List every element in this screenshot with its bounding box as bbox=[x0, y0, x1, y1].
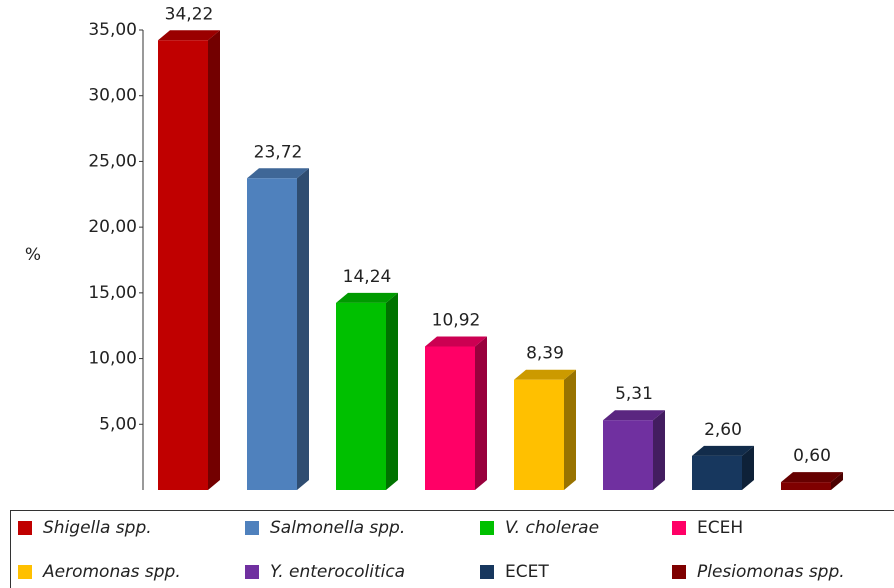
bar bbox=[247, 168, 309, 490]
bar-top bbox=[692, 445, 754, 456]
value-label: 14,24 bbox=[343, 267, 392, 287]
bar-front bbox=[336, 302, 386, 490]
bar-side bbox=[564, 369, 576, 490]
bar-side bbox=[742, 445, 754, 490]
bar-side bbox=[297, 168, 309, 490]
bar-side bbox=[831, 472, 843, 490]
bar-top bbox=[514, 369, 576, 380]
value-label: 23,72 bbox=[254, 142, 303, 162]
y-tick-label: 5,00 bbox=[99, 414, 137, 434]
bar-side bbox=[475, 336, 487, 490]
bar bbox=[514, 369, 576, 490]
y-axis-label: % bbox=[25, 245, 41, 265]
bar bbox=[158, 30, 220, 490]
legend-swatch bbox=[672, 565, 686, 579]
bar-front bbox=[425, 346, 475, 490]
y-tick-label: 35,00 bbox=[88, 20, 137, 40]
legend-swatch bbox=[480, 565, 494, 579]
bar bbox=[603, 410, 665, 490]
bar-side bbox=[208, 30, 220, 490]
legend-swatch bbox=[245, 521, 259, 535]
legend-label: ECEH bbox=[697, 518, 743, 538]
y-tick-label: 20,00 bbox=[88, 217, 137, 237]
legend-box bbox=[10, 510, 894, 588]
y-tick-label: 15,00 bbox=[88, 283, 137, 303]
bar-front bbox=[514, 379, 564, 490]
value-label: 2,60 bbox=[704, 420, 742, 440]
bar-top bbox=[336, 292, 398, 303]
legend-label: Shigella spp. bbox=[43, 518, 152, 538]
legend-label: Salmonella spp. bbox=[270, 518, 405, 538]
legend-swatch bbox=[245, 565, 259, 579]
bar-front bbox=[603, 420, 653, 490]
bar-front bbox=[692, 455, 742, 490]
bar-top bbox=[425, 336, 487, 347]
bar-top bbox=[603, 410, 665, 421]
bar-front bbox=[781, 482, 831, 490]
bar bbox=[425, 336, 487, 490]
legend-label: ECET bbox=[505, 562, 549, 582]
y-tick-label: 25,00 bbox=[88, 151, 137, 171]
bar-top bbox=[158, 30, 220, 41]
bar bbox=[336, 292, 398, 490]
legend-swatch bbox=[18, 521, 32, 535]
bar-top bbox=[247, 168, 309, 179]
value-label: 10,92 bbox=[432, 310, 481, 330]
bar-top bbox=[781, 472, 843, 483]
bar-side bbox=[386, 292, 398, 490]
value-label: 34,22 bbox=[165, 4, 214, 24]
legend-label: V. cholerae bbox=[505, 518, 599, 538]
value-label: 5,31 bbox=[615, 384, 653, 404]
legend-swatch bbox=[672, 521, 686, 535]
bar-front bbox=[158, 40, 208, 490]
value-label: 0,60 bbox=[793, 446, 831, 466]
value-label: 8,39 bbox=[526, 344, 564, 364]
legend-label: Aeromonas spp. bbox=[42, 562, 181, 582]
bar-side bbox=[653, 410, 665, 490]
legend-swatch bbox=[480, 521, 494, 535]
bar bbox=[692, 445, 754, 490]
legend-label: Y. enterocolitica bbox=[270, 562, 405, 582]
y-tick-label: 10,00 bbox=[88, 349, 137, 369]
bar bbox=[781, 472, 843, 490]
legend-swatch bbox=[18, 565, 32, 579]
legend-label: Plesiomonas spp. bbox=[697, 562, 845, 582]
bar-front bbox=[247, 178, 297, 490]
y-tick-label: 30,00 bbox=[88, 86, 137, 106]
